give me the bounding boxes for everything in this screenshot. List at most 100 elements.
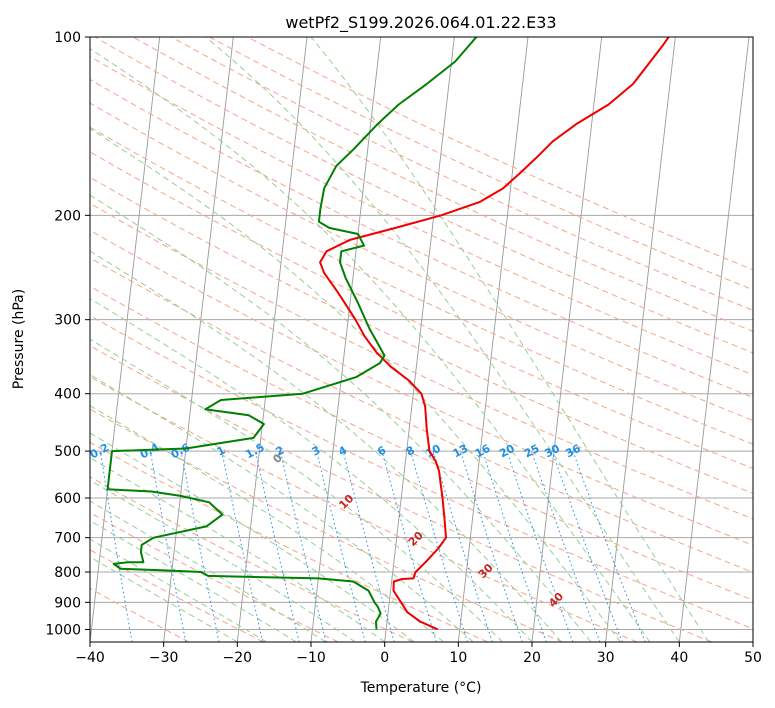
isotherm-line [236, 37, 308, 642]
y-tick-label: 900 [54, 595, 81, 611]
y-tick-label: 700 [54, 531, 81, 547]
dry-adiabat-line [90, 549, 264, 642]
x-tick-label: 30 [597, 650, 615, 666]
y-tick-label: 100 [54, 30, 81, 46]
mixing-ratio-line [572, 450, 646, 642]
moist-adiabat-line [90, 297, 533, 642]
x-tick-label: −20 [223, 650, 253, 666]
mixing-ratio-line [99, 451, 133, 642]
mixing-ratio-line [460, 450, 523, 642]
dry-adiabat-line [90, 126, 753, 445]
isotherm-line [678, 37, 750, 642]
dry-adiabat-line [90, 55, 753, 376]
dry-adiabat-line [90, 202, 753, 520]
dry-adiabat-line [90, 78, 753, 398]
mixing-ratio-line [381, 450, 437, 642]
mixing-ratio-label: 25 [522, 442, 542, 461]
dry-adiabat-line [90, 512, 339, 642]
moist-adiabat-line [90, 432, 415, 642]
dry-adiabat-line [90, 257, 753, 573]
mixing-ratio-line [316, 450, 366, 642]
dry-adiabat-line [90, 151, 753, 470]
x-tick-label: 10 [449, 650, 467, 666]
mixing-ratio-label: 0.6 [169, 441, 193, 462]
mixing-ratio-line [255, 450, 300, 642]
dry-adiabat-line [90, 587, 190, 642]
moist-adiabat-line [90, 48, 651, 642]
y-axis-title: Pressure (hPa) [11, 289, 27, 389]
y-axis-ticks: 1000 900 800 700 600 500 400 300 200 100 [45, 30, 90, 638]
isotherm-line [163, 37, 234, 642]
dry-adiabat-line [90, 229, 753, 546]
x-tick-label: 20 [523, 650, 541, 666]
dry-adiabat-line [132, 37, 753, 332]
moist-adiabat-line [90, 128, 621, 642]
mixing-ratio-line [149, 451, 187, 642]
y-tick-label: 600 [54, 491, 81, 507]
isotherm-line [310, 37, 382, 642]
moist-adiabat-label: 20 [406, 529, 426, 549]
dry-adiabat-line [170, 37, 753, 311]
moist-adiabat-line [90, 520, 297, 642]
mixing-ratio-line [221, 451, 264, 642]
mixing-ratio-line [279, 450, 327, 642]
moist-adiabat-line [90, 250, 562, 642]
plot-frame [89, 36, 754, 643]
background-lines [90, 37, 753, 642]
moist-adiabat-label: 30 [476, 561, 496, 581]
moist-adiabat-line [90, 373, 474, 642]
x-axis-ticks: −40 −30 −20 −10 0 10 20 30 40 50 [75, 642, 762, 666]
dry-adiabat-line [90, 102, 753, 422]
dry-adiabat-line [90, 408, 563, 642]
y-tick-label: 1000 [45, 622, 81, 638]
mixing-ratio-line [531, 450, 601, 642]
isotherm-line [531, 37, 603, 642]
dewpoint-profile-line [106, 37, 478, 630]
dry-adiabat-line [90, 285, 753, 601]
mixing-ratio-label: 1.5 [243, 441, 266, 462]
dry-adiabat-line [90, 345, 712, 642]
dry-adiabat-line [90, 376, 638, 642]
moist-adiabat-line [310, 37, 710, 642]
isotherm-line [457, 37, 529, 642]
x-tick-label: −40 [75, 650, 105, 666]
dry-adiabat-line [90, 314, 753, 630]
moist-adiabat-label: 40 [546, 590, 566, 610]
mixing-ratio-label: 20 [497, 442, 517, 461]
dry-adiabat-line [90, 176, 753, 494]
x-tick-label: −10 [296, 650, 326, 666]
y-tick-label: 300 [54, 313, 81, 329]
moist-adiabat-line [90, 194, 592, 642]
moist-adiabat-label: 10 [336, 492, 356, 512]
isotherm-line [752, 638, 753, 642]
moist-adiabat-line [90, 556, 238, 642]
mixing-ratio-line [551, 450, 623, 642]
x-tick-label: 50 [744, 650, 762, 666]
mixing-ratio-label: 13 [451, 442, 471, 461]
mixing-ratio-line [482, 450, 547, 642]
x-tick-label: 0 [380, 650, 389, 666]
isotherm-line [605, 37, 676, 642]
y-tick-label: 500 [54, 444, 81, 460]
dry-adiabat-line [90, 476, 414, 642]
x-tick-label: 40 [670, 650, 688, 666]
x-tick-label: −30 [149, 650, 179, 666]
mixing-ratio-label: 36 [563, 442, 583, 461]
isotherm-line [90, 37, 161, 642]
profile-lines [106, 37, 670, 631]
moist-adiabat-line [90, 500, 326, 642]
moist-adiabat-line [90, 457, 385, 642]
x-axis-title: Temperature (°C) [360, 680, 482, 696]
temperature-profile-line [319, 37, 670, 631]
moist-adiabat-line [90, 404, 444, 642]
moist-adiabat-line [90, 338, 503, 642]
y-tick-label: 400 [54, 387, 81, 403]
mixing-ratio-line [410, 450, 468, 642]
dry-adiabat-line [247, 37, 753, 271]
moist-adiabat-line [90, 538, 268, 642]
mixing-ratio-line [432, 450, 493, 642]
mixing-ratio-line [342, 450, 395, 642]
isotherm-line [384, 37, 455, 642]
y-tick-label: 200 [54, 208, 81, 224]
